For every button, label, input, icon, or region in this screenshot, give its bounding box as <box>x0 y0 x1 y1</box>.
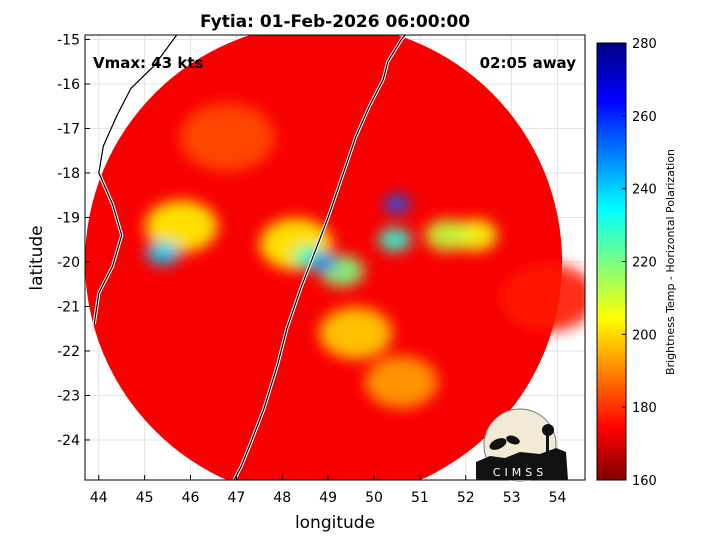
brightness-feature <box>424 219 470 252</box>
colorbar-tick-label: 240 <box>632 183 657 198</box>
y-tick-label: -17 <box>57 121 80 137</box>
brightness-feature <box>319 307 393 360</box>
brightness-feature <box>377 227 412 252</box>
x-tick-label: 49 <box>319 490 337 506</box>
colorbar-tick-label: 160 <box>632 474 657 489</box>
swath-features <box>144 103 585 409</box>
y-tick-label: -19 <box>57 210 80 226</box>
colorbar-tick-label: 260 <box>632 110 657 125</box>
brightness-feature <box>384 195 410 214</box>
x-tick-label: 54 <box>549 490 567 506</box>
x-tick-label: 47 <box>227 490 245 506</box>
x-tick-label: 50 <box>365 490 383 506</box>
chart-title: Fytia: 01-Feb-2026 06:00:00 <box>200 12 470 32</box>
brightness-feature <box>146 241 180 266</box>
brightness-feature <box>179 103 275 172</box>
cimss-logo: CIMSS <box>476 408 568 482</box>
y-ticks: -15 -16 -17 -18 -19 -20 -21 -22 -23 -24 <box>57 32 90 449</box>
colorbar-ticks: 280 260 240 220 200 180 160 <box>622 37 657 489</box>
y-tick-label: -21 <box>57 299 80 315</box>
colorbar-label: Brightness Temp - Horizontal Polarizatio… <box>664 149 677 375</box>
x-tick-label: 44 <box>90 490 108 506</box>
y-tick-label: -23 <box>57 388 80 404</box>
y-tick-label: -20 <box>57 255 80 271</box>
vmax-annotation: Vmax: 43 kts <box>93 54 203 72</box>
colorbar <box>596 42 627 481</box>
brightness-feature <box>144 200 218 253</box>
x-tick-label: 45 <box>136 490 154 506</box>
colorbar-tick-label: 200 <box>632 328 657 343</box>
x-tick-label: 53 <box>503 490 521 506</box>
colorbar-tick-label: 180 <box>632 401 657 416</box>
y-axis-label: latitude <box>27 225 47 290</box>
colorbar-tick-label: 220 <box>632 256 657 271</box>
x-tick-label: 46 <box>182 490 200 506</box>
y-tick-label: -15 <box>57 32 80 48</box>
brightness-feature <box>365 356 438 409</box>
y-tick-label: -24 <box>57 433 80 449</box>
y-tick-label: -16 <box>57 77 80 93</box>
x-tick-label: 51 <box>411 490 429 506</box>
plot-frame <box>84 34 586 481</box>
time-away-annotation: 02:05 away <box>480 54 577 72</box>
coastline-outline <box>93 35 407 480</box>
cimss-logo-text: CIMSS <box>493 466 547 479</box>
brightness-feature <box>310 252 337 271</box>
y-tick-label: -18 <box>57 166 80 182</box>
x-ticks: 44 45 46 47 48 49 50 51 52 53 54 <box>90 475 567 506</box>
x-axis-label: longitude <box>295 513 375 533</box>
brightness-feature <box>500 263 585 332</box>
colorbar-tick-label: 280 <box>632 37 657 52</box>
x-tick-label: 48 <box>273 490 291 506</box>
y-tick-label: -22 <box>57 344 80 360</box>
x-tick-label: 52 <box>457 490 475 506</box>
